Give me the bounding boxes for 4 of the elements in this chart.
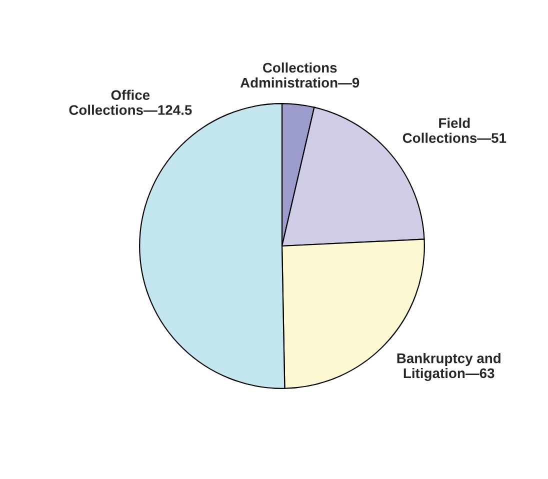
slice-label: Bankruptcy and Litigation—63	[397, 353, 500, 381]
slice-label: Collections Administration—9	[240, 62, 360, 88]
slice-label: Field Collections—51	[402, 118, 506, 143]
slice-label: Office Collections—124.5	[69, 90, 192, 115]
